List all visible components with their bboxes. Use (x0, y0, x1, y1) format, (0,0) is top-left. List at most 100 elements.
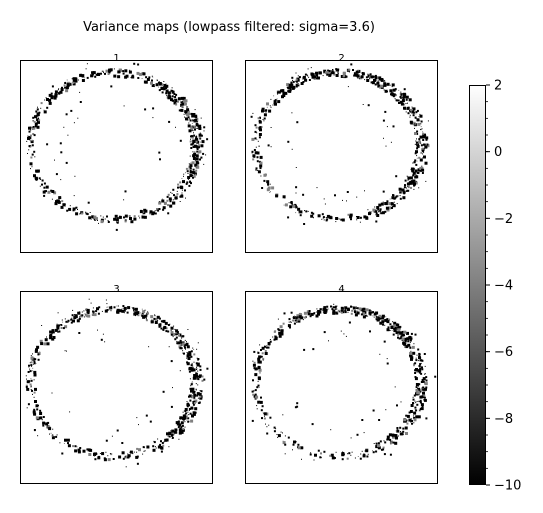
variance-pixel (277, 434, 281, 438)
variance-pixel (191, 397, 193, 399)
variance-pixel (317, 214, 321, 218)
variance-pixel (392, 321, 394, 323)
variance-pixel (190, 389, 193, 393)
variance-pixel (38, 177, 41, 180)
variance-pixel (295, 80, 297, 82)
variance-pixel (337, 71, 339, 74)
variance-pixel (272, 104, 274, 106)
variance-pixel (282, 414, 284, 416)
variance-pixel (419, 135, 423, 139)
variance-pixel (177, 426, 179, 428)
variance-pixel (303, 76, 306, 79)
variance-pixel (383, 453, 386, 456)
variance-pixel (410, 167, 414, 171)
variance-pixel (154, 317, 158, 321)
variance-pixel (170, 206, 172, 208)
variance-pixel (254, 373, 258, 377)
variance-pixel (405, 345, 409, 349)
variance-pixel (423, 353, 426, 355)
variance-pixel (36, 179, 37, 181)
variance-pixel (379, 353, 381, 355)
variance-pixel (194, 160, 196, 162)
variance-pixel (383, 82, 387, 86)
variance-pixel (413, 416, 416, 419)
variance-pixel (404, 346, 406, 348)
variance-pixel (114, 214, 118, 218)
variance-pixel (50, 92, 53, 95)
variance-pixel (323, 198, 325, 200)
variance-pixel (386, 318, 389, 321)
variance-pixel (405, 111, 407, 113)
variance-pixel (350, 437, 352, 439)
variance-pixel (328, 340, 329, 342)
variance-pixel (258, 153, 260, 155)
panel-title: 2 (338, 53, 344, 64)
variance-pixel (425, 180, 427, 182)
variance-pixel (182, 99, 186, 103)
variance-pixel (192, 146, 195, 148)
variance-pixel (92, 75, 94, 77)
variance-pixel (106, 215, 108, 218)
variance-pixel (195, 136, 198, 139)
variance-pixel (142, 453, 144, 455)
variance-pixel (199, 390, 201, 392)
variance-pixel (297, 84, 300, 87)
variance-pixel (79, 91, 81, 93)
variance-pixel (382, 448, 385, 451)
variance-pixel (84, 313, 86, 315)
variance-pixel (206, 367, 209, 370)
variance-pixel (122, 305, 124, 306)
variance-pixel (159, 443, 162, 446)
variance-pixel (180, 101, 183, 104)
variance-pixel (307, 312, 311, 316)
variance-pixel (32, 116, 35, 119)
variance-pixel (185, 197, 186, 199)
variance-pixel (420, 381, 422, 383)
variance-pixel (393, 329, 397, 333)
variance-pixel (143, 314, 147, 318)
variance-pixel (418, 140, 421, 144)
variance-pixel (257, 366, 261, 369)
variance-pixel (298, 212, 300, 214)
variance-pixel (159, 201, 161, 203)
variance-pixel (92, 307, 94, 309)
variance-pixel (307, 68, 309, 70)
variance-pixel (373, 316, 375, 318)
variance-pixel (198, 127, 202, 130)
variance-pixel (271, 186, 275, 190)
variance-pixel (335, 74, 339, 77)
variance-pixel (414, 333, 417, 336)
variance-pixel (312, 212, 315, 215)
variance-pixel (30, 385, 32, 387)
variance-pixel (335, 308, 337, 310)
variance-pixel (385, 316, 387, 318)
variance-pixel (188, 168, 190, 170)
variance-pixel (70, 82, 72, 84)
variance-pixel (422, 391, 425, 395)
variance-pixel (184, 99, 188, 103)
variance-pixel (186, 354, 190, 358)
variance-pixel (183, 352, 185, 355)
variance-pixel (316, 311, 318, 313)
variance-pixel (65, 89, 69, 93)
variance-pixel (76, 446, 78, 448)
variance-pixel (303, 223, 306, 225)
variance-pixel (33, 174, 36, 178)
variance-pixel (202, 152, 205, 155)
variance-pixel (178, 186, 180, 188)
variance-pixel (33, 362, 36, 365)
variance-pixel (181, 424, 184, 427)
variance-pixel (405, 414, 408, 417)
variance-pixel (414, 132, 417, 135)
variance-pixel (267, 346, 270, 349)
variance-pixel (31, 153, 34, 156)
variance-pixel (268, 424, 270, 426)
variance-pixel (383, 89, 385, 91)
variance-pixel (194, 407, 198, 411)
variance-pixel (79, 213, 81, 215)
variance-pixel (350, 312, 353, 315)
variance-pixel (131, 307, 133, 308)
variance-pixel (190, 126, 193, 129)
variance-pixel (186, 401, 188, 403)
variance-pixel (421, 368, 424, 371)
